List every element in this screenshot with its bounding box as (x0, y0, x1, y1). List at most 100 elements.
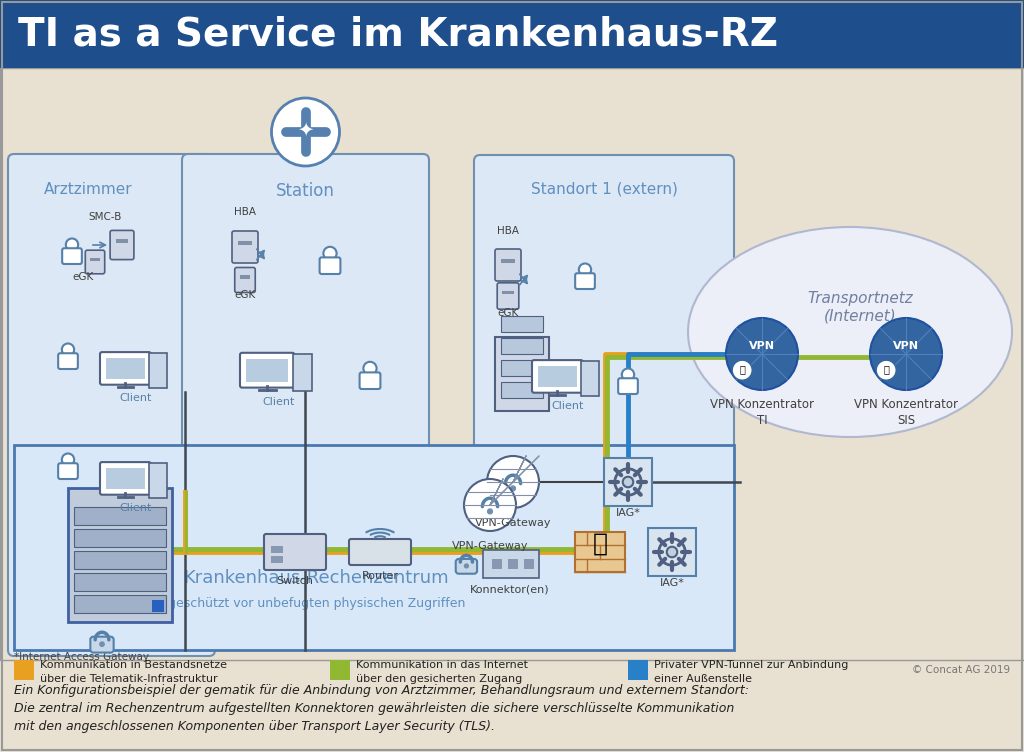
FancyBboxPatch shape (501, 481, 525, 497)
Circle shape (487, 456, 539, 508)
FancyBboxPatch shape (74, 529, 166, 547)
FancyBboxPatch shape (319, 257, 340, 274)
Text: 🔥: 🔥 (593, 532, 607, 556)
FancyBboxPatch shape (100, 352, 151, 385)
Text: Standort 1 (extern): Standort 1 (extern) (530, 181, 678, 196)
FancyBboxPatch shape (100, 462, 151, 495)
FancyBboxPatch shape (474, 155, 734, 613)
FancyBboxPatch shape (498, 283, 519, 309)
Text: VPN-Gateway: VPN-Gateway (475, 518, 551, 528)
FancyBboxPatch shape (477, 503, 503, 520)
Text: eGK: eGK (73, 272, 93, 282)
FancyBboxPatch shape (532, 360, 583, 393)
FancyBboxPatch shape (58, 463, 78, 479)
Text: Switch: Switch (276, 576, 313, 586)
FancyBboxPatch shape (495, 337, 549, 411)
Circle shape (732, 360, 753, 381)
FancyBboxPatch shape (501, 338, 543, 354)
Text: Transportnetz
(Internet): Transportnetz (Internet) (807, 291, 912, 323)
FancyBboxPatch shape (523, 559, 534, 569)
FancyBboxPatch shape (574, 532, 626, 572)
FancyBboxPatch shape (150, 353, 167, 388)
Text: einer Außenstelle: einer Außenstelle (654, 674, 752, 684)
FancyBboxPatch shape (234, 268, 255, 293)
FancyBboxPatch shape (501, 382, 543, 398)
FancyBboxPatch shape (618, 378, 638, 394)
FancyBboxPatch shape (182, 154, 429, 636)
Text: eGK: eGK (234, 290, 256, 300)
FancyBboxPatch shape (240, 353, 295, 387)
FancyBboxPatch shape (111, 230, 134, 259)
Circle shape (61, 344, 74, 356)
Circle shape (487, 509, 493, 514)
FancyBboxPatch shape (0, 68, 1024, 660)
Text: SIS: SIS (897, 414, 915, 427)
Circle shape (324, 247, 337, 260)
FancyBboxPatch shape (492, 559, 502, 569)
FancyBboxPatch shape (501, 360, 543, 376)
FancyBboxPatch shape (62, 248, 82, 264)
FancyBboxPatch shape (349, 539, 411, 565)
Circle shape (66, 238, 78, 251)
FancyBboxPatch shape (152, 600, 164, 612)
FancyBboxPatch shape (74, 595, 166, 613)
FancyBboxPatch shape (240, 275, 250, 278)
FancyBboxPatch shape (232, 231, 258, 263)
FancyBboxPatch shape (293, 353, 312, 391)
Text: 🔒: 🔒 (884, 364, 889, 374)
FancyBboxPatch shape (58, 353, 78, 369)
Text: TI as a Service im Krankenhaus-RZ: TI as a Service im Krankenhaus-RZ (18, 15, 778, 53)
FancyBboxPatch shape (74, 551, 166, 569)
FancyBboxPatch shape (508, 559, 517, 569)
Text: TI: TI (757, 414, 767, 427)
Text: HBA: HBA (234, 207, 256, 217)
FancyBboxPatch shape (90, 257, 100, 261)
Text: *Internet Access Gateway: *Internet Access Gateway (14, 652, 150, 662)
Circle shape (870, 318, 942, 390)
FancyBboxPatch shape (116, 239, 128, 243)
Circle shape (271, 98, 340, 166)
FancyBboxPatch shape (503, 291, 514, 294)
Text: 🔒: 🔒 (739, 364, 745, 374)
Circle shape (100, 642, 104, 646)
Text: HBA: HBA (497, 226, 519, 236)
FancyBboxPatch shape (483, 550, 540, 578)
Text: Station: Station (276, 182, 335, 200)
Text: Kommunikation in Bestandsnetze: Kommunikation in Bestandsnetze (40, 660, 227, 670)
FancyBboxPatch shape (238, 241, 252, 245)
Text: © Concat AG 2019: © Concat AG 2019 (912, 665, 1010, 675)
Text: Konnektor(en): Konnektor(en) (470, 585, 550, 595)
FancyBboxPatch shape (538, 366, 577, 387)
Text: Ein Konfigurationsbeispiel der gematik für die Anbindung von Arztzimmer, Behandl: Ein Konfigurationsbeispiel der gematik f… (14, 684, 749, 697)
Text: Privater VPN-Tunnel zur Anbindung: Privater VPN-Tunnel zur Anbindung (654, 660, 848, 670)
FancyBboxPatch shape (271, 546, 283, 553)
Circle shape (465, 564, 468, 568)
Text: VPN Konzentrator: VPN Konzentrator (854, 398, 958, 411)
FancyBboxPatch shape (0, 0, 1024, 68)
Text: VPN Konzentrator: VPN Konzentrator (710, 398, 814, 411)
Text: Client: Client (552, 401, 584, 411)
FancyBboxPatch shape (456, 559, 477, 574)
Circle shape (726, 318, 798, 390)
FancyBboxPatch shape (628, 660, 648, 680)
FancyBboxPatch shape (359, 372, 380, 389)
FancyBboxPatch shape (330, 660, 350, 680)
Circle shape (667, 547, 677, 557)
Text: Router: Router (361, 571, 398, 581)
FancyBboxPatch shape (8, 154, 215, 656)
FancyBboxPatch shape (105, 358, 145, 379)
FancyBboxPatch shape (90, 637, 114, 653)
FancyBboxPatch shape (271, 556, 283, 563)
Text: Arztzimmer: Arztzimmer (44, 182, 132, 197)
FancyBboxPatch shape (74, 507, 166, 525)
Circle shape (464, 479, 516, 531)
Text: VPN-Gateway: VPN-Gateway (452, 541, 528, 551)
Text: SMC-B: SMC-B (88, 212, 122, 222)
FancyBboxPatch shape (495, 249, 521, 281)
FancyBboxPatch shape (14, 660, 34, 680)
Text: Client: Client (120, 393, 152, 403)
FancyBboxPatch shape (14, 445, 734, 650)
FancyBboxPatch shape (105, 468, 145, 490)
Text: IAG*: IAG* (615, 508, 640, 518)
FancyBboxPatch shape (246, 359, 288, 382)
